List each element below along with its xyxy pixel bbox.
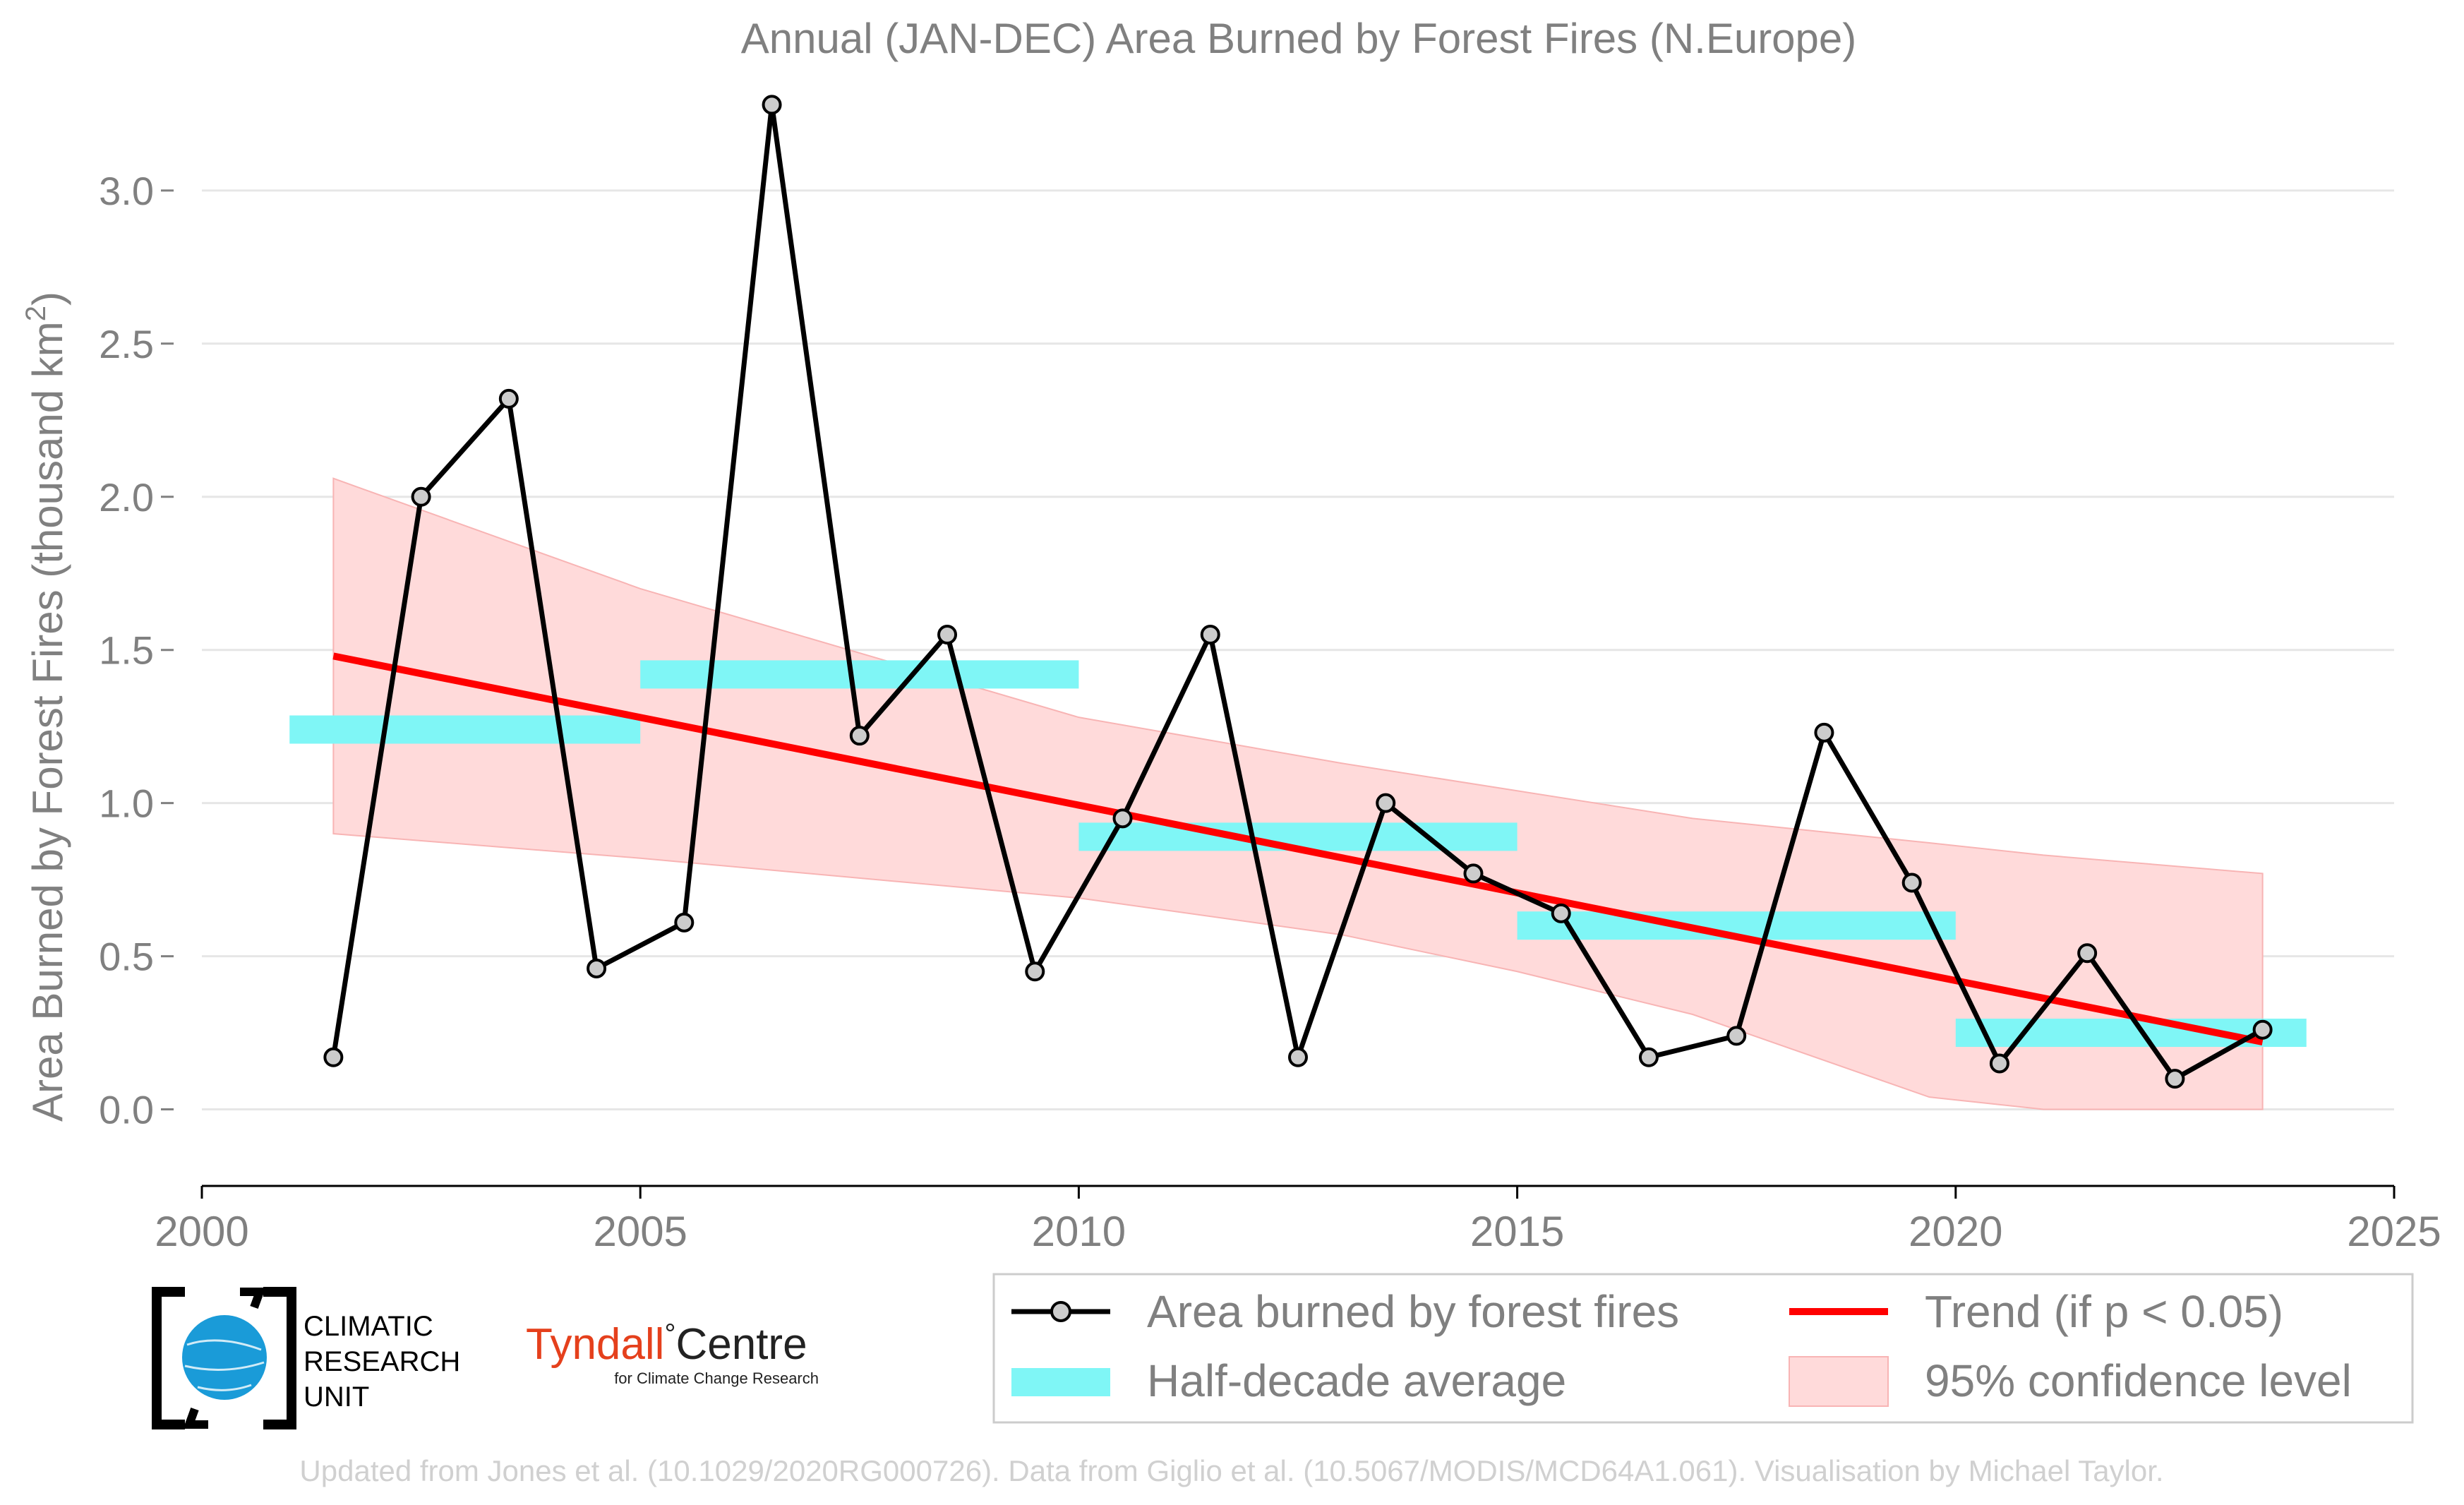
data-point xyxy=(1200,625,1220,644)
chart-title: Annual (JAN-DEC) Area Burned by Forest F… xyxy=(741,15,1857,62)
data-point xyxy=(1376,793,1396,813)
x-tick-label: 2020 xyxy=(1909,1208,2002,1255)
legend-label-confidence: 95% confidence level xyxy=(1925,1355,2352,1406)
cru-bracket-slash-bottom xyxy=(183,1407,208,1429)
y-axis-label-sup: 2 xyxy=(20,306,52,321)
data-point xyxy=(762,95,782,115)
fire-series xyxy=(323,95,2273,1089)
data-point xyxy=(323,1047,344,1067)
data-point xyxy=(2252,1019,2273,1040)
half-decade-bar xyxy=(289,715,641,744)
globe-icon xyxy=(182,1315,267,1400)
y-tick-label: 1.0 xyxy=(99,781,154,826)
x-tick-label: 2015 xyxy=(1470,1208,1564,1255)
cru-bracket-right xyxy=(263,1287,296,1429)
x-tick-label: 2010 xyxy=(1032,1208,1126,1255)
data-point xyxy=(1288,1047,1308,1067)
data-point xyxy=(1638,1047,1659,1067)
tyndall-title: Tyndall°Centre xyxy=(526,1319,807,1369)
legend-label-half-decade: Half-decade average xyxy=(1147,1355,1566,1406)
y-tick-label: 1.5 xyxy=(99,628,154,673)
data-point xyxy=(1726,1026,1747,1046)
x-axis: 2000 2005 2010 2015 2020 2025 xyxy=(155,1185,2441,1255)
legend: Area burned by forest fires Trend (if p … xyxy=(992,1273,2414,1424)
legend-frame xyxy=(992,1273,2414,1424)
data-point xyxy=(2077,943,2098,964)
legend-swatch-series-marker xyxy=(1050,1301,1071,1322)
data-point xyxy=(1989,1053,2009,1074)
y-tick-label: 2.0 xyxy=(99,475,154,520)
y-axis-label: Area Burned by Forest Fires (thousand km… xyxy=(20,292,71,1122)
tyndall-degree: ° xyxy=(664,1319,675,1350)
legend-swatch-half-decade xyxy=(1011,1368,1110,1396)
cru-bracket-left xyxy=(152,1287,185,1429)
data-point xyxy=(1112,808,1133,829)
tyndall-subtitle: for Climate Change Research xyxy=(614,1369,819,1387)
data-point xyxy=(1463,863,1484,884)
tyndall-logo: Tyndall°Centre for Climate Change Resear… xyxy=(526,1319,819,1387)
x-tick-label: 2005 xyxy=(593,1208,687,1255)
globe-lines xyxy=(184,1339,265,1391)
legend-label-trend: Trend (if p < 0.05) xyxy=(1925,1286,2283,1337)
data-point xyxy=(1025,961,1045,982)
half-decade-bar xyxy=(640,660,1079,689)
x-tick-label: 2025 xyxy=(2347,1208,2441,1255)
cru-line-2: RESEARCH xyxy=(304,1346,460,1377)
trend-line-group xyxy=(332,652,2264,1045)
legend-swatch-confidence xyxy=(1789,1356,1889,1407)
data-point xyxy=(1814,722,1834,743)
data-point xyxy=(674,912,695,933)
data-point xyxy=(498,388,519,409)
data-point xyxy=(2165,1069,2185,1089)
cru-line-3: UNIT xyxy=(304,1381,369,1413)
cru-bracket-slash-top xyxy=(240,1288,266,1309)
credit-line: Updated from Jones et al. (10.1029/2020R… xyxy=(299,1454,2163,1487)
legend-label-series: Area burned by forest fires xyxy=(1147,1286,1679,1337)
y-tick-label: 0.5 xyxy=(99,935,154,979)
data-point xyxy=(1901,873,1922,893)
data-point xyxy=(937,625,958,644)
y-axis-label-close: ) xyxy=(24,292,71,306)
cru-line-1: CLIMATIC xyxy=(304,1311,433,1342)
data-point xyxy=(1551,903,1571,923)
y-axis-ticks: 0.0 0.5 1.0 1.5 2.0 2.5 3.0 xyxy=(99,169,174,1132)
cru-logo: CLIMATIC RESEARCH UNIT xyxy=(152,1287,460,1429)
data-point xyxy=(849,726,870,746)
trend-line xyxy=(332,652,2264,1045)
data-point xyxy=(411,486,431,507)
tyndall-word: Tyndall xyxy=(526,1320,664,1369)
x-tick-label: 2000 xyxy=(155,1208,248,1255)
data-point xyxy=(587,958,607,978)
y-tick-label: 0.0 xyxy=(99,1088,154,1132)
y-axis-label-text: Area Burned by Forest Fires (thousand km xyxy=(24,321,71,1122)
y-tick-label: 2.5 xyxy=(99,322,154,366)
y-tick-label: 3.0 xyxy=(99,169,154,213)
tyndall-centre-word: Centre xyxy=(675,1320,807,1369)
